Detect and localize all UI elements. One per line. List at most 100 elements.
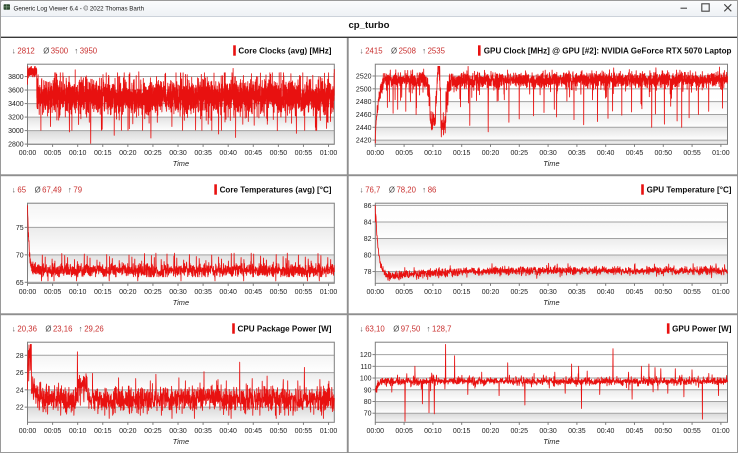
svg-text:00:45: 00:45 (245, 150, 263, 157)
svg-text:00:35: 00:35 (194, 150, 212, 157)
svg-text:01:00: 01:00 (320, 289, 338, 296)
svg-text:2500: 2500 (356, 86, 372, 93)
svg-text:00:55: 00:55 (683, 289, 701, 296)
svg-text:70: 70 (16, 252, 24, 259)
svg-text:01:00: 01:00 (320, 150, 338, 157)
svg-text:GPU Temperature [°C]: GPU Temperature [°C] (647, 186, 732, 195)
svg-text:00:10: 00:10 (424, 150, 442, 157)
svg-text:100: 100 (360, 376, 372, 383)
svg-text:00:45: 00:45 (245, 428, 263, 435)
svg-text:00:10: 00:10 (69, 150, 87, 157)
svg-text:↓65: ↓ 65 (12, 185, 27, 194)
svg-text:Ø78,20: Ø 78,20 (389, 185, 417, 194)
svg-text:00:50: 00:50 (270, 150, 288, 157)
svg-text:Time: Time (173, 298, 189, 307)
svg-text:00:40: 00:40 (219, 289, 237, 296)
svg-text:00:20: 00:20 (482, 150, 500, 157)
svg-text:00:45: 00:45 (245, 289, 263, 296)
svg-text:00:35: 00:35 (568, 428, 586, 435)
svg-text:00:25: 00:25 (511, 289, 529, 296)
svg-text:00:20: 00:20 (119, 428, 137, 435)
svg-text:2520: 2520 (356, 74, 372, 81)
svg-text:82: 82 (364, 236, 372, 243)
svg-text:00:55: 00:55 (683, 150, 701, 157)
svg-text:00:25: 00:25 (144, 289, 162, 296)
svg-text:80: 80 (364, 253, 372, 260)
svg-text:00:55: 00:55 (683, 428, 701, 435)
svg-text:Ø67,49: Ø 67,49 (35, 185, 62, 194)
svg-text:cp_turbo: cp_turbo (348, 20, 389, 31)
svg-text:00:30: 00:30 (169, 150, 187, 157)
svg-text:Ø23,16: Ø 23,16 (45, 324, 72, 333)
svg-text:3800: 3800 (8, 74, 24, 81)
svg-text:86: 86 (364, 203, 372, 210)
svg-text:GPU Power [W]: GPU Power [W] (672, 325, 732, 334)
svg-text:Time: Time (543, 437, 559, 446)
svg-text:28: 28 (16, 353, 24, 360)
svg-text:↓2415: ↓ 2415 (360, 46, 383, 55)
svg-text:00:05: 00:05 (44, 289, 62, 296)
svg-text:2480: 2480 (356, 99, 372, 106)
svg-text:00:20: 00:20 (119, 150, 137, 157)
svg-text:00:15: 00:15 (453, 150, 471, 157)
svg-text:00:15: 00:15 (453, 428, 471, 435)
svg-text:00:20: 00:20 (482, 289, 500, 296)
svg-text:Time: Time (543, 298, 559, 307)
svg-text:00:30: 00:30 (539, 289, 557, 296)
svg-text:00:15: 00:15 (453, 289, 471, 296)
svg-text:00:15: 00:15 (94, 428, 112, 435)
svg-text:00:00: 00:00 (367, 289, 385, 296)
svg-text:26: 26 (16, 370, 24, 377)
svg-text:00:30: 00:30 (169, 289, 187, 296)
svg-text:↓2812: ↓ 2812 (12, 46, 35, 55)
svg-text:CPU Package Power [W]: CPU Package Power [W] (237, 325, 331, 334)
svg-text:00:45: 00:45 (626, 428, 644, 435)
svg-text:↑79: ↑ 79 (68, 185, 82, 194)
svg-text:00:45: 00:45 (626, 289, 644, 296)
svg-text:Time: Time (173, 159, 189, 168)
svg-text:3600: 3600 (8, 88, 24, 95)
svg-text:3200: 3200 (8, 115, 24, 122)
svg-text:00:40: 00:40 (219, 428, 237, 435)
svg-text:Generic Log Viewer 6.4 - © 202: Generic Log Viewer 6.4 - © 2022 Thomas B… (14, 5, 145, 12)
svg-text:00:00: 00:00 (367, 428, 385, 435)
svg-text:Ø97,50: Ø 97,50 (393, 324, 421, 333)
svg-text:00:40: 00:40 (597, 428, 615, 435)
svg-text:00:05: 00:05 (44, 150, 62, 157)
svg-text:00:30: 00:30 (169, 428, 187, 435)
svg-text:24: 24 (16, 387, 24, 394)
svg-text:↑29,26: ↑ 29,26 (79, 324, 104, 333)
svg-text:84: 84 (364, 219, 372, 226)
svg-text:75: 75 (16, 225, 24, 232)
svg-text:↑86: ↑ 86 (422, 185, 436, 194)
svg-text:Core Temperatures (avg) [°C]: Core Temperatures (avg) [°C] (220, 186, 332, 195)
svg-text:00:55: 00:55 (295, 150, 313, 157)
svg-text:00:15: 00:15 (94, 289, 112, 296)
svg-text:22: 22 (16, 405, 24, 412)
svg-text:00:05: 00:05 (395, 150, 413, 157)
svg-text:00:45: 00:45 (626, 150, 644, 157)
svg-text:120: 120 (360, 352, 372, 359)
svg-text:00:25: 00:25 (511, 150, 529, 157)
svg-text:00:10: 00:10 (424, 428, 442, 435)
svg-text:00:50: 00:50 (655, 428, 673, 435)
svg-text:00:10: 00:10 (69, 289, 87, 296)
svg-text:00:55: 00:55 (295, 428, 313, 435)
svg-text:00:55: 00:55 (295, 289, 313, 296)
svg-text:↑2535: ↑ 2535 (422, 46, 445, 55)
svg-text:00:35: 00:35 (568, 150, 586, 157)
svg-text:00:00: 00:00 (367, 150, 385, 157)
svg-text:00:50: 00:50 (270, 289, 288, 296)
svg-text:00:00: 00:00 (19, 289, 37, 296)
svg-text:00:00: 00:00 (19, 428, 37, 435)
svg-text:3400: 3400 (8, 101, 24, 108)
svg-text:00:40: 00:40 (597, 289, 615, 296)
svg-text:↓20,36: ↓ 20,36 (12, 324, 37, 333)
svg-text:00:35: 00:35 (194, 428, 212, 435)
svg-text:00:20: 00:20 (119, 289, 137, 296)
svg-text:↑128,7: ↑ 128,7 (427, 324, 452, 333)
svg-text:00:40: 00:40 (219, 150, 237, 157)
svg-text:00:25: 00:25 (144, 150, 162, 157)
svg-text:00:05: 00:05 (395, 428, 413, 435)
